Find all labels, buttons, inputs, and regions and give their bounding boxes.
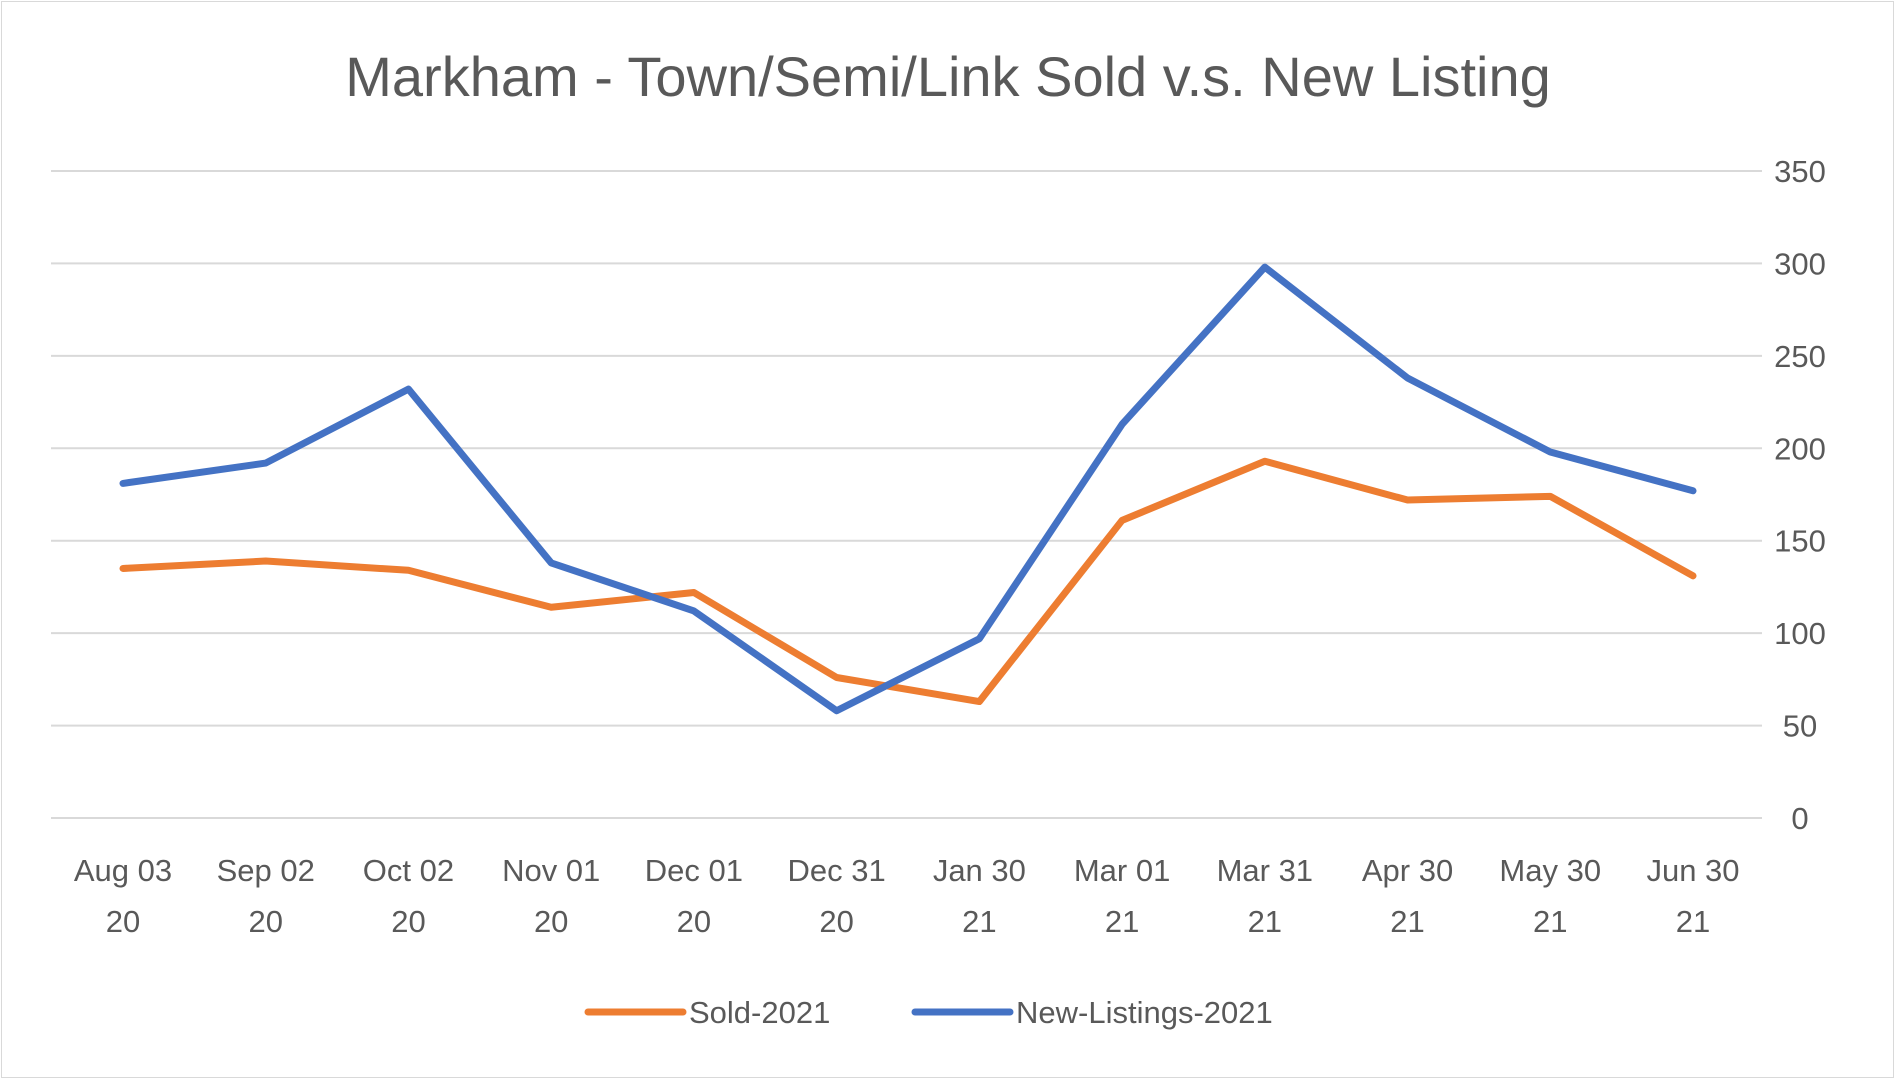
y-tick-label: 100 bbox=[1774, 616, 1826, 651]
gridlines bbox=[51, 170, 1762, 819]
x-tick-label-year: 20 bbox=[819, 904, 853, 939]
x-tick-label: Aug 03 bbox=[74, 853, 172, 888]
series-lines bbox=[119, 263, 1697, 715]
x-tick-label-year: 21 bbox=[962, 904, 996, 939]
y-tick-label: 300 bbox=[1774, 246, 1826, 281]
x-tick-label-year: 20 bbox=[534, 904, 568, 939]
x-tick-label-year: 20 bbox=[677, 904, 711, 939]
legend-label: Sold-2021 bbox=[689, 995, 830, 1030]
legend: Sold-2021 New-Listings-2021 bbox=[584, 995, 1273, 1030]
chart-title: Markham - Town/Semi/Link Sold v.s. New L… bbox=[345, 45, 1550, 108]
x-tick-label: Dec 01 bbox=[645, 853, 743, 888]
x-tick-label: Apr 30 bbox=[1362, 853, 1453, 888]
x-tick-label: Jan 30 bbox=[933, 853, 1026, 888]
x-tick-label-year: 20 bbox=[248, 904, 282, 939]
x-tick-label: Mar 01 bbox=[1074, 853, 1170, 888]
x-tick-label-year: 20 bbox=[106, 904, 140, 939]
x-tick-label: May 30 bbox=[1499, 853, 1601, 888]
y-tick-label: 200 bbox=[1774, 431, 1826, 466]
x-tick-label: Jun 30 bbox=[1646, 853, 1739, 888]
x-tick-label-year: 21 bbox=[1676, 904, 1710, 939]
series-line-sold-2021 bbox=[119, 457, 1697, 706]
x-tick-labels: Aug 03 20 Sep 02 20 Oct 02 20 Nov 01 20 Dec 01 20… bbox=[74, 853, 1740, 939]
x-tick-label-year: 21 bbox=[1105, 904, 1139, 939]
x-tick-label: Oct 02 bbox=[363, 853, 454, 888]
y-tick-label: 0 bbox=[1791, 801, 1808, 836]
y-tick-label: 250 bbox=[1774, 339, 1826, 374]
x-tick-label-year: 20 bbox=[391, 904, 425, 939]
x-tick-label: Nov 01 bbox=[502, 853, 600, 888]
x-tick-label-year: 21 bbox=[1248, 904, 1282, 939]
x-tick-label-year: 21 bbox=[1533, 904, 1567, 939]
x-tick-label-year: 21 bbox=[1390, 904, 1424, 939]
y-tick-labels: 0 50 100 150 200 250 300 350 bbox=[1774, 154, 1826, 836]
x-tick-label: Dec 31 bbox=[788, 853, 886, 888]
x-tick-label: Sep 02 bbox=[217, 853, 315, 888]
legend-label: New-Listings-2021 bbox=[1016, 995, 1273, 1030]
series-line-new-listings-2021 bbox=[119, 263, 1697, 715]
y-tick-label: 150 bbox=[1774, 524, 1826, 559]
y-tick-label: 50 bbox=[1783, 709, 1817, 744]
y-tick-label: 350 bbox=[1774, 154, 1826, 189]
x-tick-label: Mar 31 bbox=[1217, 853, 1313, 888]
